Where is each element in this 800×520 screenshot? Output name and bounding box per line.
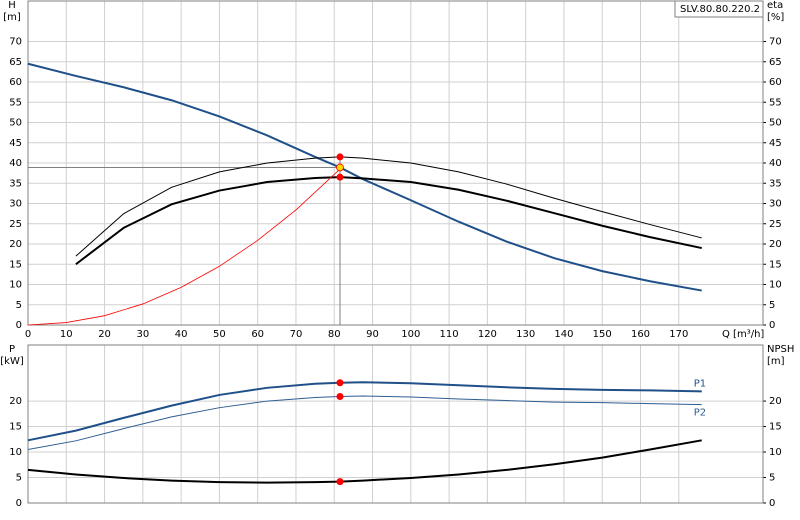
y2-tick-label: 40 bbox=[769, 158, 782, 169]
y-tick-label: 0 bbox=[16, 498, 22, 509]
y2-tick-label: 5 bbox=[769, 473, 775, 484]
series-label: P2 bbox=[694, 408, 706, 419]
x-tick-label: 50 bbox=[213, 329, 226, 340]
operating-point bbox=[336, 379, 344, 387]
y2-axis-unit: [m] bbox=[767, 356, 785, 367]
y2-tick-label: 65 bbox=[769, 57, 782, 68]
x-tick-label: 70 bbox=[290, 329, 303, 340]
y2-axis-label: NPSH bbox=[767, 344, 794, 355]
plot-frame bbox=[27, 344, 764, 504]
y2-tick-label: 55 bbox=[769, 97, 782, 108]
y-axis-label: P bbox=[9, 344, 15, 355]
x-tick-label: 90 bbox=[366, 329, 379, 340]
x-tick-label: 30 bbox=[136, 329, 149, 340]
y-tick-label: 15 bbox=[9, 259, 22, 270]
x-tick-label: 120 bbox=[478, 329, 497, 340]
y2-tick-label: 70 bbox=[769, 37, 782, 48]
x-tick-label: 110 bbox=[440, 329, 459, 340]
y-tick-label: 10 bbox=[9, 280, 22, 291]
y-tick-label: 35 bbox=[9, 178, 22, 189]
curve bbox=[27, 439, 702, 484]
y2-axis-unit: [%] bbox=[767, 12, 784, 23]
x-tick-label: 20 bbox=[98, 329, 111, 340]
y-axis-unit: [kW] bbox=[0, 356, 24, 367]
x-tick-label: 10 bbox=[60, 329, 73, 340]
x-tick-label: 100 bbox=[401, 329, 420, 340]
operating-point bbox=[336, 153, 344, 161]
y2-tick-label: 30 bbox=[769, 199, 782, 210]
curve bbox=[27, 395, 702, 450]
y2-axis-label: eta bbox=[767, 0, 783, 11]
y2-tick-label: 60 bbox=[769, 77, 782, 88]
y2-tick-label: 10 bbox=[769, 447, 782, 458]
label-box-text: SLV.80.80.220.2 bbox=[680, 4, 760, 15]
x-tick-label: 80 bbox=[328, 329, 341, 340]
x-tick-label: 170 bbox=[669, 329, 688, 340]
x-tick-label: 140 bbox=[554, 329, 573, 340]
curve bbox=[75, 176, 702, 266]
y-tick-label: 5 bbox=[16, 300, 22, 311]
y2-tick-label: 0 bbox=[769, 498, 775, 509]
y2-tick-label: 5 bbox=[769, 300, 775, 311]
y2-tick-label: 50 bbox=[769, 118, 782, 129]
label-box bbox=[674, 0, 764, 18]
x-tick-label: 40 bbox=[175, 329, 188, 340]
y-tick-label: 50 bbox=[9, 118, 22, 129]
series-label: P1 bbox=[694, 378, 706, 389]
x-tick-label: 150 bbox=[593, 329, 612, 340]
y-tick-label: 5 bbox=[16, 473, 22, 484]
operating-point bbox=[336, 392, 344, 400]
operating-point bbox=[336, 163, 344, 172]
x-tick-label: 160 bbox=[631, 329, 650, 340]
y2-tick-label: 15 bbox=[769, 422, 782, 433]
y-tick-label: 20 bbox=[9, 396, 22, 407]
x-tick-label: 130 bbox=[516, 329, 535, 340]
plot-frame bbox=[27, 0, 764, 326]
operating-point bbox=[336, 173, 344, 181]
y-tick-label: 10 bbox=[9, 447, 22, 458]
curve bbox=[75, 156, 702, 257]
y2-tick-label: 10 bbox=[769, 280, 782, 291]
y-tick-label: 15 bbox=[9, 422, 22, 433]
y-tick-label: 60 bbox=[9, 77, 22, 88]
y-tick-label: 55 bbox=[9, 97, 22, 108]
x-tick-label: 0 bbox=[25, 329, 31, 340]
y2-tick-label: 45 bbox=[769, 138, 782, 149]
y-tick-label: 70 bbox=[9, 37, 22, 48]
curve bbox=[27, 62, 702, 292]
x-axis-label: Q [m³/h] bbox=[722, 329, 764, 340]
y-axis-label: H bbox=[8, 0, 16, 11]
y2-tick-label: 25 bbox=[769, 219, 782, 230]
y-tick-label: 40 bbox=[9, 158, 22, 169]
y-tick-label: 20 bbox=[9, 239, 22, 250]
curve bbox=[27, 381, 702, 442]
y2-tick-label: 35 bbox=[769, 178, 782, 189]
curve bbox=[27, 168, 341, 326]
operating-point bbox=[336, 478, 344, 486]
y2-tick-label: 0 bbox=[769, 320, 775, 331]
y2-tick-label: 20 bbox=[769, 396, 782, 407]
y2-tick-label: 15 bbox=[769, 259, 782, 270]
y-tick-label: 0 bbox=[16, 320, 22, 331]
y-tick-label: 30 bbox=[9, 199, 22, 210]
y-tick-label: 65 bbox=[9, 57, 22, 68]
y-tick-label: 25 bbox=[9, 219, 22, 230]
y-tick-label: 45 bbox=[9, 138, 22, 149]
y-axis-unit: [m] bbox=[3, 12, 21, 23]
y2-tick-label: 20 bbox=[769, 239, 782, 250]
x-tick-label: 60 bbox=[251, 329, 264, 340]
